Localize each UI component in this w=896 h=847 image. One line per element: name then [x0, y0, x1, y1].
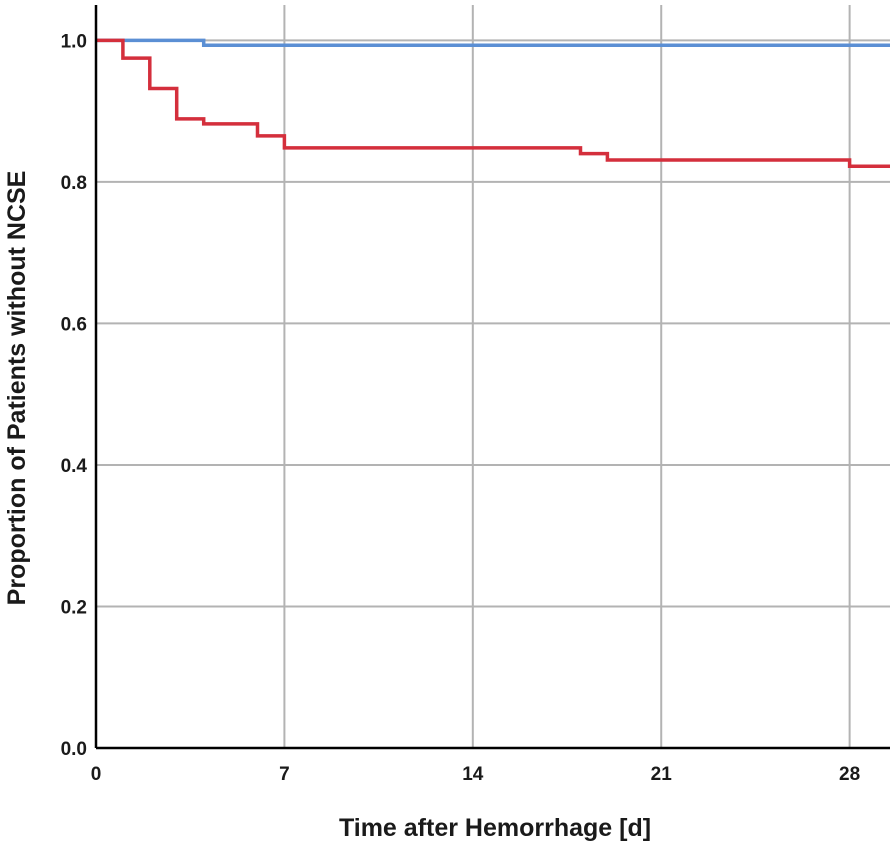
x-tick-label: 21 — [651, 764, 673, 785]
x-gridlines — [283, 5, 851, 748]
x-tick-label: 14 — [462, 764, 484, 785]
y-tick-label: 1.0 — [61, 31, 87, 52]
x-axis-title: Time after Hemorrhage [d] — [339, 814, 651, 842]
series-line-2 — [96, 38, 890, 169]
y-gridlines — [96, 39, 890, 608]
y-tick-labels: 0.0 0.2 0.4 0.6 0.8 1.0 — [61, 31, 88, 760]
x-tick-label: 28 — [839, 764, 860, 785]
y-axis-title: Proportion of Patients without NCSE — [3, 171, 31, 606]
y-tick-label: 0.8 — [61, 173, 87, 194]
y-tick-label: 0.0 — [61, 739, 87, 760]
series-line-1 — [96, 38, 890, 48]
x-tick-label: 0 — [91, 764, 102, 785]
series-layer — [96, 38, 890, 169]
y-tick-label: 0.4 — [61, 456, 88, 477]
y-tick-label: 0.6 — [61, 314, 87, 335]
x-tick-label: 7 — [279, 764, 290, 785]
y-tick-label: 0.2 — [61, 597, 87, 618]
x-tick-labels: 0 7 14 21 28 — [91, 764, 860, 785]
